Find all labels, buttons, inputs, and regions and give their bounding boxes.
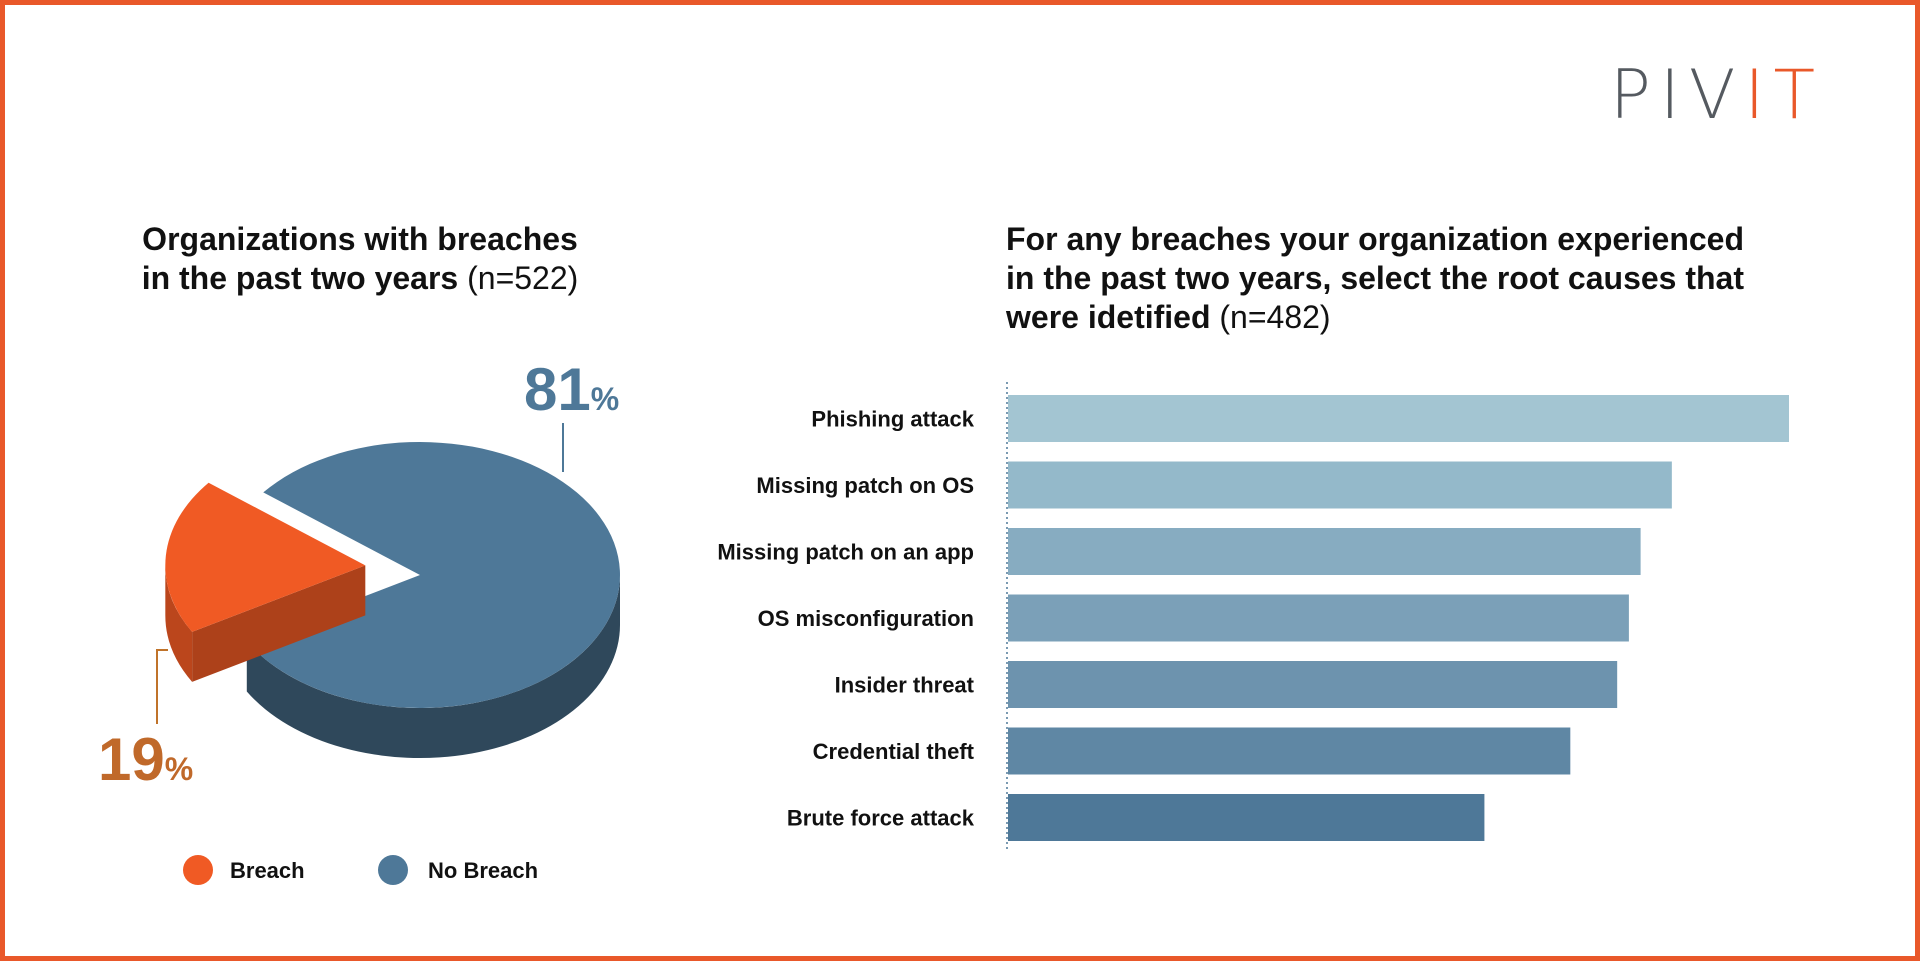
bar-insider-threat	[1008, 661, 1618, 708]
logo-it-text: IT	[1744, 56, 1824, 135]
pie-slice-breach-outer-side	[165, 565, 193, 682]
bar-label-brute-force-attack: Brute force attack	[787, 806, 975, 831]
pie-sample-size: (n=522)	[467, 260, 579, 296]
bar-brute-force-attack	[1008, 794, 1485, 841]
pie-slice-breach-cut-side	[192, 565, 366, 682]
pie-legend: Breach No Breach	[183, 855, 538, 885]
bar-title-line3: were idetified	[1006, 299, 1211, 335]
legend-label-no-breach: No Breach	[428, 858, 538, 883]
bar-chart: Phishing attack Missing patch on OS Missin…	[717, 382, 1789, 852]
no-breach-value-label: 81%	[524, 356, 619, 423]
pie-title-line2: in the past two years	[141, 260, 459, 296]
bar-label-credential-theft: Credential theft	[813, 739, 975, 764]
pie-slice-no-breach-side	[246, 575, 620, 759]
bar-label-missing-patch-on-os: Missing patch on OS	[756, 473, 974, 498]
pie-title-line1: Organizations with breaches	[142, 221, 578, 257]
bar-credential-theft	[1008, 727, 1571, 775]
pie-chart: 81% 19%	[98, 356, 620, 793]
bar-title-line1: For any breaches your organization exper…	[1006, 221, 1744, 257]
bar-label-insider-threat: Insider threat	[835, 673, 975, 698]
bar-label-phishing-attack: Phishing attack	[811, 407, 974, 432]
legend-swatch-no-breach	[378, 855, 408, 885]
bar-sample-size: (n=482)	[1219, 299, 1331, 335]
bar-label-os-misconfiguration: OS misconfiguration	[758, 606, 974, 631]
pivit-logo: PIVIT	[1610, 62, 1824, 130]
breach-value-label: 19%	[98, 726, 193, 793]
bar-title-line2: in the past two years, select the root c…	[1006, 260, 1744, 296]
bar-label-missing-patch-on-an-app: Missing patch on an app	[717, 540, 974, 565]
legend-label-breach: Breach	[230, 858, 305, 883]
pie-slice-no-breach	[246, 442, 620, 708]
legend-swatch-breach	[183, 855, 213, 885]
pie-chart-title: Organizations with breaches in the past …	[100, 220, 620, 298]
bar-missing-patch-on-an-app	[1008, 528, 1641, 575]
bar-missing-patch-on-os	[1008, 461, 1672, 509]
pie-slice-breach	[165, 482, 366, 632]
bar-os-misconfiguration	[1008, 594, 1629, 642]
bar-phishing-attack	[1008, 395, 1789, 442]
breach-leader-line	[156, 649, 168, 724]
logo-piv-text: PIV	[1609, 56, 1745, 135]
bar-chart-title: For any breaches your organization exper…	[1006, 220, 1826, 337]
